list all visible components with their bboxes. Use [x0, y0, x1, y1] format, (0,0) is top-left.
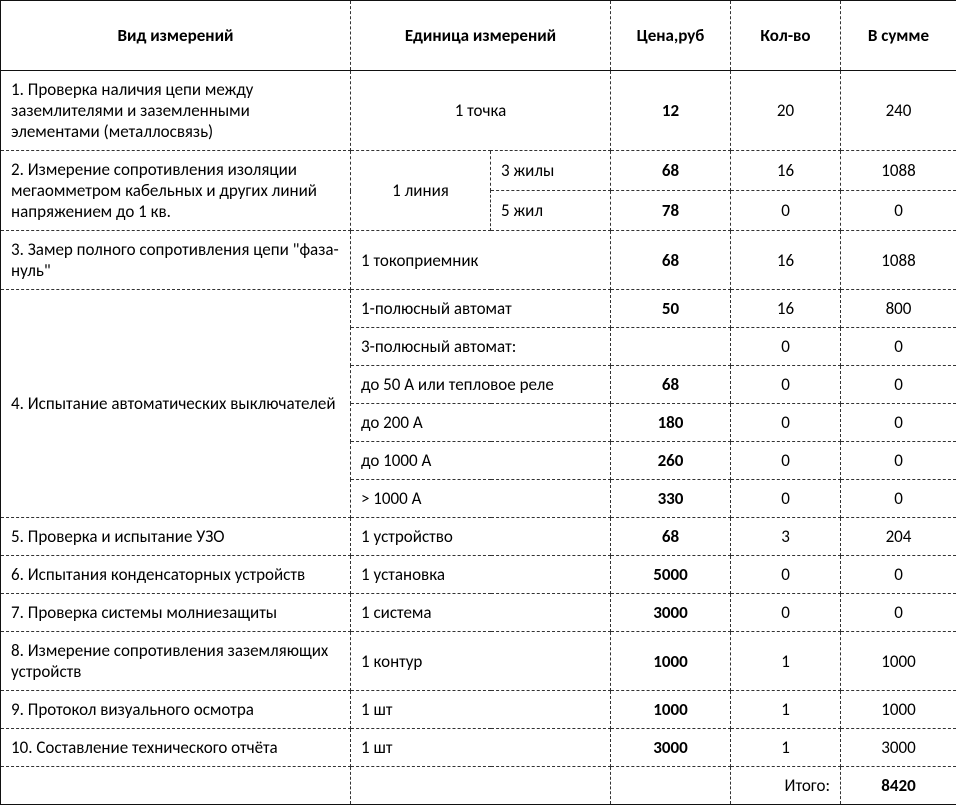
- cell-price: 5000: [611, 556, 731, 594]
- cell-price: 68: [611, 366, 731, 404]
- cell-unit-sub: 3 жилы: [491, 151, 611, 191]
- cell-price: 1000: [611, 632, 731, 691]
- cell-price: 12: [611, 71, 731, 151]
- cell-price: [611, 328, 731, 366]
- cell-unit: 1 шт: [351, 691, 611, 729]
- cell-measurement: 3. Замер полного сопротивления цепи "фаз…: [1, 231, 351, 290]
- cell-total: 0: [841, 191, 956, 231]
- table-row: 9. Протокол визуального осмотра 1 шт 100…: [1, 691, 956, 729]
- cell-unit: 1 токоприемник: [351, 231, 611, 290]
- cell-total: 1000: [841, 632, 956, 691]
- cell-unit: 1 точка: [351, 71, 611, 151]
- footer-empty: [351, 767, 611, 805]
- table-row: 8. Измерение сопротивления заземляющих у…: [1, 632, 956, 691]
- cell-qty: 20: [731, 71, 841, 151]
- cell-price: 68: [611, 518, 731, 556]
- cell-total: 240: [841, 71, 956, 151]
- cell-total: 800: [841, 290, 956, 328]
- table-row: 5. Проверка и испытание УЗО 1 устройство…: [1, 518, 956, 556]
- cell-total: 0: [841, 404, 956, 442]
- cell-unit-sub: 5 жил: [491, 191, 611, 231]
- cell-price: 180: [611, 404, 731, 442]
- col-total: В сумме: [841, 1, 956, 71]
- cell-measurement: 6. Испытания конденсаторных устройств: [1, 556, 351, 594]
- cell-qty: 16: [731, 231, 841, 290]
- cell-total: 0: [841, 480, 956, 518]
- cell-unit: 3-полюсный автомат:: [351, 328, 611, 366]
- table-header-row: Вид измерений Единица измерений Цена,руб…: [1, 1, 956, 71]
- footer-empty: [1, 767, 351, 805]
- cell-price: 1000: [611, 691, 731, 729]
- cell-measurement: 9. Протокол визуального осмотра: [1, 691, 351, 729]
- col-unit: Единица измерений: [351, 1, 611, 71]
- table-row: 6. Испытания конденсаторных устройств 1 …: [1, 556, 956, 594]
- table-row: 10. Составление технического отчёта 1 шт…: [1, 729, 956, 767]
- cell-unit: 1 устройство: [351, 518, 611, 556]
- cell-unit: до 200 А: [351, 404, 611, 442]
- cell-unit: 1 установка: [351, 556, 611, 594]
- cell-total: 0: [841, 556, 956, 594]
- cell-total: 1088: [841, 231, 956, 290]
- cell-unit-main: 1 линия: [351, 151, 491, 231]
- cell-qty: 0: [731, 366, 841, 404]
- cell-qty: 0: [731, 556, 841, 594]
- cell-measurement: 2. Измерение сопротивления изоляции мега…: [1, 151, 351, 231]
- cell-measurement: 1. Проверка наличия цепи между заземлите…: [1, 71, 351, 151]
- cell-total: 0: [841, 328, 956, 366]
- cell-qty: 3: [731, 518, 841, 556]
- cell-qty: 0: [731, 442, 841, 480]
- cell-price: 50: [611, 290, 731, 328]
- cell-qty: 16: [731, 290, 841, 328]
- cell-price: 68: [611, 151, 731, 191]
- table-footer-row: Итого: 8420: [1, 767, 956, 805]
- cell-qty: 0: [731, 404, 841, 442]
- cell-unit: 1 шт: [351, 729, 611, 767]
- col-price: Цена,руб: [611, 1, 731, 71]
- cell-qty: 1: [731, 691, 841, 729]
- col-qty: Кол-во: [731, 1, 841, 71]
- cell-measurement: 4. Испытание автоматических выключателей: [1, 290, 351, 518]
- cell-measurement: 10. Составление технического отчёта: [1, 729, 351, 767]
- cell-qty: 0: [731, 328, 841, 366]
- cell-unit: 1 система: [351, 594, 611, 632]
- cell-qty: 16: [731, 151, 841, 191]
- cell-total: 1000: [841, 691, 956, 729]
- table-row: 2. Измерение сопротивления изоляции мега…: [1, 151, 956, 191]
- cell-qty: 0: [731, 480, 841, 518]
- cell-total: 0: [841, 594, 956, 632]
- cell-total: 0: [841, 366, 956, 404]
- cell-price: 3000: [611, 729, 731, 767]
- table-row: 7. Проверка системы молниезащиты 1 систе…: [1, 594, 956, 632]
- cell-price: 330: [611, 480, 731, 518]
- cell-price: 260: [611, 442, 731, 480]
- pricing-table: Вид измерений Единица измерений Цена,руб…: [0, 0, 956, 805]
- cell-qty: 0: [731, 594, 841, 632]
- table-row: 4. Испытание автоматических выключателей…: [1, 290, 956, 328]
- table-row: 1. Проверка наличия цепи между заземлите…: [1, 71, 956, 151]
- cell-unit: до 1000 А: [351, 442, 611, 480]
- table-row: 3. Замер полного сопротивления цепи "фаз…: [1, 231, 956, 290]
- cell-qty: 1: [731, 729, 841, 767]
- cell-qty: 1: [731, 632, 841, 691]
- footer-total: 8420: [841, 767, 956, 805]
- cell-unit: до 50 А или тепловое реле: [351, 366, 611, 404]
- cell-unit: 1 контур: [351, 632, 611, 691]
- col-measurement: Вид измерений: [1, 1, 351, 71]
- cell-unit: 1-полюсный автомат: [351, 290, 611, 328]
- cell-measurement: 8. Измерение сопротивления заземляющих у…: [1, 632, 351, 691]
- cell-unit: > 1000 А: [351, 480, 611, 518]
- cell-price: 68: [611, 231, 731, 290]
- cell-total: 3000: [841, 729, 956, 767]
- cell-total: 204: [841, 518, 956, 556]
- cell-measurement: 5. Проверка и испытание УЗО: [1, 518, 351, 556]
- cell-total: 0: [841, 442, 956, 480]
- cell-qty: 0: [731, 191, 841, 231]
- cell-price: 78: [611, 191, 731, 231]
- cell-measurement: 7. Проверка системы молниезащиты: [1, 594, 351, 632]
- footer-empty: [611, 767, 731, 805]
- footer-label: Итого:: [731, 767, 841, 805]
- cell-price: 3000: [611, 594, 731, 632]
- cell-total: 1088: [841, 151, 956, 191]
